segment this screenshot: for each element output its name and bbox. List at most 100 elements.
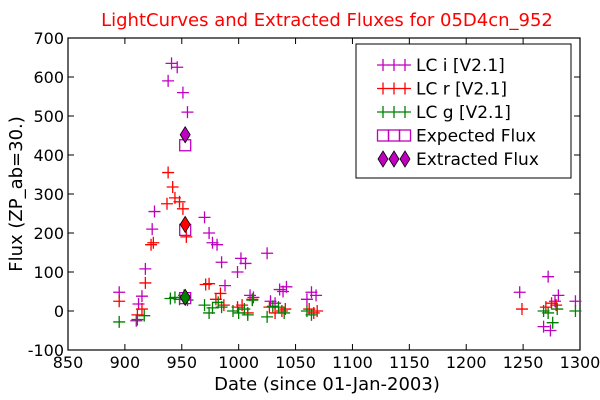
plus-point bbox=[198, 211, 211, 224]
plus-point bbox=[513, 286, 526, 299]
plus-point bbox=[146, 223, 159, 236]
plus-point bbox=[310, 289, 323, 302]
plus-point bbox=[544, 324, 557, 337]
x-tick-label: 1050 bbox=[275, 353, 316, 372]
plus-point bbox=[198, 299, 211, 312]
legend-label: LC i [V2.1] bbox=[416, 56, 505, 76]
x-tick-label: 1300 bbox=[560, 353, 600, 372]
legend-marker bbox=[377, 150, 389, 168]
legend-marker bbox=[399, 106, 411, 118]
plus-point bbox=[542, 270, 555, 283]
x-axis-label: Date (since 01-Jan-2003) bbox=[214, 374, 440, 395]
plus-point bbox=[546, 316, 559, 329]
x-tick-label: 1000 bbox=[218, 353, 259, 372]
plus-point bbox=[206, 301, 219, 314]
plus-point bbox=[148, 205, 161, 218]
plus-point bbox=[203, 277, 216, 290]
y-axis-label: Flux (ZP_ab=30.) bbox=[6, 116, 27, 272]
plus-point bbox=[278, 306, 291, 319]
plus-point bbox=[542, 306, 555, 319]
plus-point bbox=[160, 197, 173, 210]
plus-point bbox=[162, 74, 175, 87]
plus-point bbox=[147, 236, 160, 249]
plus-point bbox=[181, 106, 194, 119]
plus-point bbox=[300, 293, 313, 306]
plus-point bbox=[273, 283, 286, 296]
legend-marker bbox=[388, 106, 400, 118]
plus-point bbox=[217, 299, 230, 312]
y-tick-label: 400 bbox=[33, 146, 64, 165]
plus-point bbox=[569, 305, 582, 317]
x-tick-label: 950 bbox=[167, 353, 198, 372]
legend-marker bbox=[377, 82, 389, 95]
legend-marker bbox=[388, 82, 400, 95]
plus-point bbox=[211, 238, 224, 251]
plus-point bbox=[305, 308, 318, 321]
plus-point bbox=[199, 278, 212, 291]
plus-point bbox=[215, 301, 228, 314]
plus-point bbox=[203, 227, 216, 239]
plus-point bbox=[139, 276, 152, 289]
x-tick-label: 1200 bbox=[446, 353, 487, 372]
legend-marker bbox=[399, 59, 411, 71]
axis-ticks: 850 900 950 1000 1050 1100 1150 1200 1250 1300-10… bbox=[28, 29, 600, 372]
plus-point bbox=[551, 303, 564, 316]
x-tick-label: 1150 bbox=[389, 353, 430, 372]
x-tick-label: 900 bbox=[110, 353, 141, 372]
legend-marker bbox=[388, 150, 400, 168]
plus-point bbox=[131, 313, 144, 326]
legend-marker bbox=[388, 59, 400, 71]
plus-point bbox=[241, 308, 254, 321]
legend: LC i [V2.1] LC r [V2.1] LC g [V2.1] Expecte… bbox=[355, 43, 572, 179]
plus-point bbox=[515, 303, 528, 316]
legend-marker bbox=[399, 82, 411, 95]
plus-point bbox=[176, 202, 189, 215]
plus-point bbox=[162, 166, 175, 179]
legend-label: Extracted Flux bbox=[416, 150, 539, 170]
legend-label: LC g [V2.1] bbox=[416, 103, 511, 123]
y-tick-label: -100 bbox=[28, 341, 64, 360]
legend-label: LC r [V2.1] bbox=[416, 80, 507, 100]
legend-marker bbox=[377, 106, 389, 118]
plus-point bbox=[113, 295, 126, 308]
plus-point bbox=[231, 266, 244, 278]
x-tick-label: 1250 bbox=[503, 353, 544, 372]
legend-label: Expected Flux bbox=[416, 127, 536, 147]
plus-point bbox=[219, 279, 232, 292]
plus-point bbox=[261, 247, 274, 260]
plus-point bbox=[247, 291, 260, 304]
plus-point bbox=[280, 280, 293, 293]
plus-point bbox=[215, 256, 228, 269]
plus-point bbox=[139, 262, 152, 275]
data-marks bbox=[113, 57, 582, 337]
plus-point bbox=[537, 320, 550, 333]
plus-point bbox=[135, 303, 148, 316]
plus-point bbox=[272, 301, 285, 314]
plus-point bbox=[266, 300, 279, 313]
y-tick-label: 0 bbox=[54, 302, 64, 321]
diamond-filled-point bbox=[179, 288, 191, 307]
plus-point bbox=[138, 309, 151, 322]
legend-marker bbox=[377, 59, 389, 71]
plus-point bbox=[173, 195, 186, 208]
plus-point bbox=[130, 314, 143, 327]
y-tick-label: 300 bbox=[33, 185, 64, 204]
plus-point bbox=[176, 86, 189, 99]
plus-point bbox=[166, 180, 179, 193]
plus-point bbox=[261, 310, 274, 323]
plus-point bbox=[226, 305, 239, 317]
plus-point bbox=[180, 230, 193, 243]
plus-point bbox=[135, 290, 148, 303]
y-tick-label: 700 bbox=[33, 29, 64, 48]
plus-point bbox=[171, 61, 184, 74]
y-tick-label: 500 bbox=[33, 107, 64, 126]
plus-point bbox=[145, 238, 158, 251]
x-tick-label: 1100 bbox=[332, 353, 373, 372]
y-tick-label: 100 bbox=[33, 263, 64, 282]
diamond-filled-point bbox=[179, 125, 191, 144]
chart-title: LightCurves and Extracted Fluxes for 05D… bbox=[101, 10, 553, 31]
plus-point bbox=[246, 294, 259, 307]
x-tick-label: 850 bbox=[53, 353, 84, 372]
plus-point bbox=[132, 297, 145, 310]
